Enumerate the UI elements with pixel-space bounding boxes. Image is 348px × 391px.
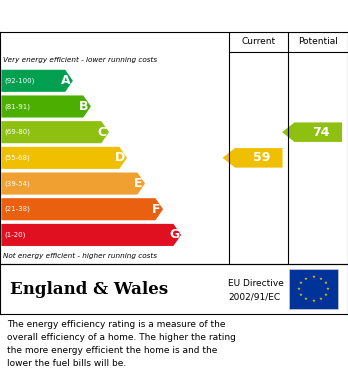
Text: 2002/91/EC: 2002/91/EC [228, 292, 280, 301]
Text: (92-100): (92-100) [4, 77, 34, 84]
Polygon shape [223, 148, 283, 168]
Text: E: E [134, 177, 142, 190]
Text: EU Directive: EU Directive [228, 278, 284, 287]
Text: The energy efficiency rating is a measure of the
overall efficiency of a home. T: The energy efficiency rating is a measur… [7, 320, 236, 368]
Text: ★: ★ [299, 281, 302, 285]
Text: F: F [152, 203, 160, 216]
Text: Not energy efficient - higher running costs: Not energy efficient - higher running co… [3, 253, 157, 259]
Polygon shape [1, 147, 127, 169]
Text: ★: ★ [324, 293, 328, 297]
Polygon shape [1, 224, 181, 246]
Text: G: G [169, 228, 179, 241]
Text: ★: ★ [311, 275, 315, 279]
Text: ★: ★ [304, 276, 308, 281]
Text: ★: ★ [326, 287, 330, 291]
Text: ★: ★ [304, 298, 308, 301]
Text: Energy Efficiency Rating: Energy Efficiency Rating [7, 9, 217, 23]
Text: (55-68): (55-68) [4, 154, 30, 161]
Polygon shape [1, 95, 91, 118]
Polygon shape [282, 122, 342, 142]
Text: Potential: Potential [298, 38, 338, 47]
Text: (21-38): (21-38) [4, 206, 30, 212]
Text: (81-91): (81-91) [4, 103, 30, 110]
Text: A: A [61, 74, 71, 87]
Text: B: B [79, 100, 89, 113]
Text: ★: ★ [299, 293, 302, 297]
Text: (1-20): (1-20) [4, 231, 25, 238]
Polygon shape [1, 121, 109, 143]
Polygon shape [1, 172, 145, 195]
Text: ★: ★ [296, 287, 301, 291]
Polygon shape [1, 198, 163, 220]
Text: 59: 59 [253, 151, 270, 164]
Text: England & Wales: England & Wales [10, 280, 168, 298]
Text: 74: 74 [313, 126, 330, 139]
Text: ★: ★ [318, 298, 323, 301]
Text: ★: ★ [311, 299, 315, 303]
FancyBboxPatch shape [289, 269, 338, 309]
Polygon shape [1, 70, 73, 92]
Text: (69-80): (69-80) [4, 129, 30, 135]
Text: D: D [115, 151, 125, 164]
Text: Very energy efficient - lower running costs: Very energy efficient - lower running co… [3, 57, 157, 63]
Text: ★: ★ [324, 281, 328, 285]
Text: Current: Current [242, 38, 276, 47]
Text: ★: ★ [318, 276, 323, 281]
Text: (39-54): (39-54) [4, 180, 30, 187]
Text: C: C [97, 126, 106, 139]
